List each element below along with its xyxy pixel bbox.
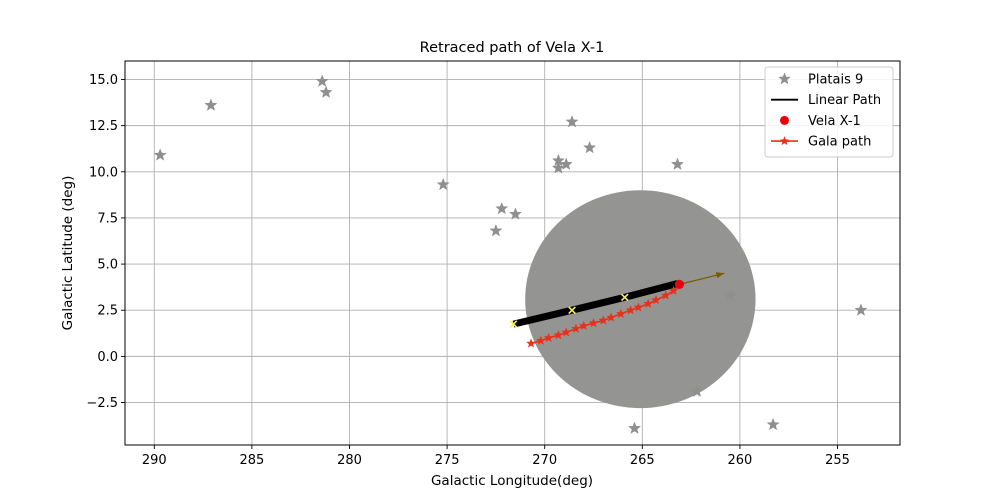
gala-path-star [633,302,644,312]
y-tick-label: −2.5 [86,396,118,411]
x-tick-label: 275 [435,453,460,468]
x-marker-stroke [568,306,576,315]
x-tick-label: 265 [630,453,655,468]
gala-path-star [571,323,581,333]
x-tick-label: 270 [532,453,557,468]
legend-label: Platais 9 [808,73,863,88]
x-marker-stroke [620,293,629,302]
x-tick-label: 255 [825,453,850,468]
platais-9-star [319,85,333,98]
gala-path-star [660,290,671,300]
axis-ticks: 290 285 280 275 270 265 260 255 −2.5 0.0 2.5 5.0 7.5… [86,73,850,468]
platais-9-star [670,157,685,170]
platais-9-star [204,98,218,111]
gala-path-star [561,327,572,337]
gala-path-star [578,320,589,331]
data-layer [153,74,868,434]
platais-9-star [854,303,868,316]
platais-9-star [565,115,579,128]
legend-label: Vela X-1 [808,114,861,129]
chart-title: Retraced path of Vela X-1 [420,40,605,56]
gala-path-star [553,329,564,340]
platais-9-star [559,157,573,170]
platais-9-star [627,421,642,434]
y-tick-label: 2.5 [97,304,118,319]
x-tick-label: 260 [728,453,753,468]
platais-9-star [690,384,704,398]
x-tick-label: 280 [337,453,362,468]
x-axis-label: Galactic Longitude(deg) [431,473,593,489]
vela-x-1-point [674,279,685,289]
legend-dot-marker [780,115,789,125]
search-region-disk [525,190,756,409]
search-region [525,190,756,409]
platais-9-star [315,74,329,87]
platais-9-star [551,161,565,174]
velocity-arrow-head [715,272,725,279]
platais-9-star [495,201,509,215]
plot-frame [124,60,901,446]
legend-label: Linear Path [808,93,881,108]
legend-entry: Gala path [771,135,871,150]
gala-path-star [625,305,636,315]
x-marker-stroke [509,320,518,328]
x-tick-label: 285 [239,453,264,468]
legend-entry: Platais 9 [778,72,863,88]
platais-9-star [766,417,780,431]
platais-9-star [489,223,503,237]
gala-path-star [668,285,679,296]
y-tick-label: 5.0 [97,258,118,273]
legend-star-marker [778,72,791,85]
y-tick-label: 7.5 [97,211,118,226]
gala-path-star [588,317,599,328]
platais-9-star [153,148,167,161]
gala-path-star [651,294,661,305]
platais-9-star [583,140,597,154]
gala-path-star [543,332,554,343]
y-tick-label: 12.5 [89,119,118,134]
y-tick-label: 10.0 [89,165,118,180]
legend-entry: Vela X-1 [780,114,861,129]
gala-path-star [535,335,546,345]
linear-path-line [512,280,679,328]
y-axis-label: Galactic Latitude (deg) [60,176,76,331]
x-tick-label: 290 [142,453,167,468]
gala-path-star [615,308,626,319]
legend-star-marker [779,136,790,146]
platais-9-star [723,288,737,302]
gala-path-star [643,298,654,308]
linear-path-x-marker [509,320,518,328]
gala-path-star [606,312,617,322]
gala-path-star [526,338,536,348]
linear-path-x-marker [568,306,576,315]
y-tick-label: 15.0 [89,73,118,88]
legend: Platais 9 Linear Path Vela X-1 Gala path [764,66,894,158]
legend-label: Gala path [808,135,871,150]
y-tick-label: 0.0 [97,350,118,365]
legend-box [764,66,894,158]
gala-path-star [598,315,609,325]
platais-9-star [508,207,522,220]
linear-path-x-marker [620,293,629,302]
legend-entry: Linear Path [771,93,881,108]
platais-9-star [436,177,450,191]
